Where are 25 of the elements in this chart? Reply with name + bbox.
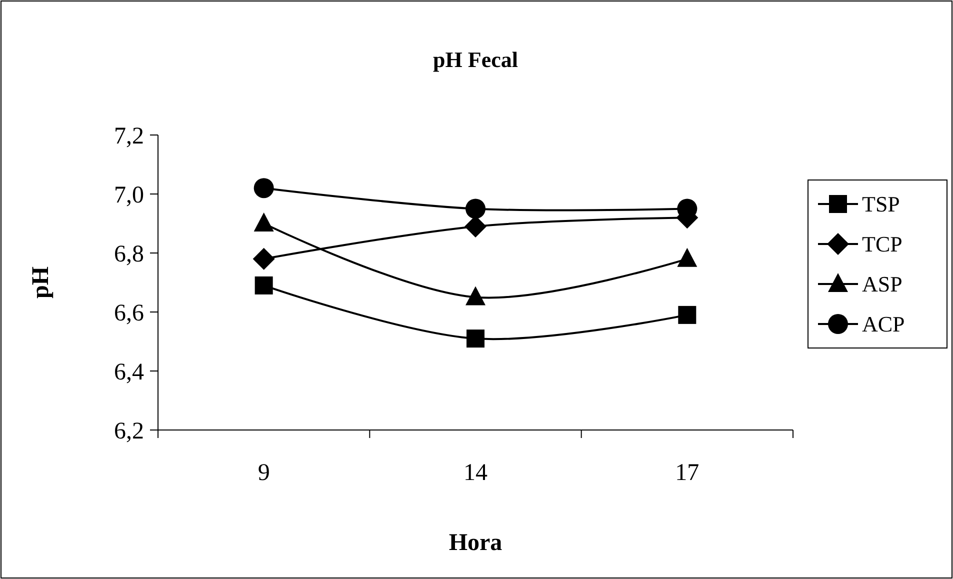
y-tick-label: 6,4 (114, 359, 144, 386)
point (254, 178, 274, 198)
point (466, 286, 486, 306)
x-tick-label: 14 (464, 460, 488, 486)
y-tick-label: 6,6 (114, 300, 144, 326)
y-tick-label: 6,2 (114, 418, 144, 444)
legend-label: TSP (862, 192, 900, 217)
x-axis-title: Hora (448, 530, 502, 556)
point (677, 248, 698, 267)
y-tick-label: 7,2 (114, 123, 144, 150)
chart-title: pH Fecal (433, 47, 518, 72)
point (466, 330, 484, 348)
point (254, 276, 273, 294)
point (466, 198, 486, 219)
legend-label: ACP (862, 312, 905, 337)
point (254, 212, 274, 232)
y-axis-title: pH (28, 266, 54, 299)
y-tick-label: 7,0 (114, 182, 144, 208)
x-tick-label: 17 (675, 460, 700, 486)
point (678, 306, 696, 324)
y-tick-label: 6,8 (114, 241, 144, 268)
legend-label: ASP (862, 272, 902, 297)
point (252, 248, 275, 270)
legend-label: TCP (862, 232, 902, 257)
x-tick-label: 9 (258, 460, 270, 486)
